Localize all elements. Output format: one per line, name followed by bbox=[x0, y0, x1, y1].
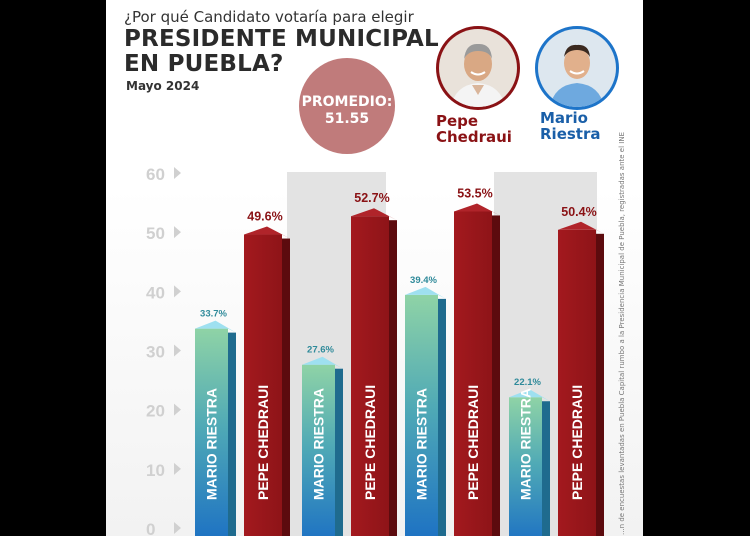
promedio-label: PROMEDIO: bbox=[301, 94, 393, 110]
y-tick-label: 0 bbox=[146, 520, 155, 536]
y-tick-arrow bbox=[174, 403, 181, 416]
chedraui-bar-label: PEPE CHEDRAUI bbox=[362, 385, 378, 500]
chedraui-bar-top bbox=[244, 226, 290, 239]
y-tick-arrow bbox=[174, 167, 181, 179]
chedraui-bar-top bbox=[558, 221, 604, 234]
riestra-value-label: 27.6% bbox=[307, 345, 334, 356]
chedraui-bar-label: PEPE CHEDRAUI bbox=[255, 385, 271, 500]
date-label: Mayo 2024 bbox=[126, 79, 200, 93]
y-tick-arrow bbox=[174, 522, 181, 534]
title-line-2: EN PUEBLA? bbox=[124, 51, 284, 77]
riestra-bar-side bbox=[542, 401, 550, 536]
question-text: ¿Por qué Candidato votaría para elegir bbox=[124, 8, 414, 26]
chedraui-bar bbox=[351, 216, 389, 536]
riestra-bar-label: MARIO RIESTRA bbox=[311, 388, 327, 500]
y-tick-arrow bbox=[174, 226, 181, 239]
riestra-bar-side bbox=[228, 332, 236, 536]
chedraui-bar bbox=[244, 234, 282, 536]
riestra-bar bbox=[509, 397, 542, 536]
chedraui-value-label: 50.4% bbox=[561, 205, 596, 219]
promedio-badge: PROMEDIO: 51.55 bbox=[299, 58, 395, 154]
chedraui-name-line1: Pepe bbox=[436, 112, 479, 130]
y-tick-label: 20 bbox=[146, 402, 165, 421]
chedraui-name: Pepe Chedraui bbox=[436, 113, 512, 145]
riestra-bar-top bbox=[509, 389, 550, 402]
riestra-name: Mario Riestra bbox=[540, 110, 600, 142]
y-tick-label: 30 bbox=[146, 343, 165, 362]
riestra-bar-label: MARIO RIESTRA bbox=[204, 388, 220, 500]
chedraui-bar-side bbox=[492, 215, 500, 536]
chedraui-value-label: 52.7% bbox=[354, 191, 389, 205]
riestra-bar-top bbox=[302, 356, 343, 369]
bar-chart: 0 10 20 30 40 50 60 33.7% MARIO RIESTRA 49.6% PEPE… bbox=[146, 165, 604, 536]
y-tick-arrow bbox=[174, 462, 181, 475]
riestra-value-label: 33.7% bbox=[200, 309, 227, 320]
riestra-bar-label: MARIO RIESTRA bbox=[518, 388, 534, 500]
chedraui-bar-top bbox=[351, 208, 397, 221]
title-line-1: PRESIDENTE MUNICIPAL bbox=[124, 26, 439, 52]
y-tick-arrow bbox=[174, 285, 181, 298]
y-tick-arrow bbox=[174, 344, 181, 357]
chedraui-bar bbox=[454, 211, 492, 536]
chedraui-value-label: 53.5% bbox=[457, 186, 492, 200]
y-tick-label: 10 bbox=[146, 461, 165, 480]
promedio-value: 51.55 bbox=[324, 111, 370, 127]
chedraui-bar-label: PEPE CHEDRAUI bbox=[569, 385, 585, 500]
riestra-name-line1: Mario bbox=[540, 109, 588, 127]
poll-card: ¿Por qué Candidato votaría para elegir P… bbox=[106, 0, 643, 536]
chedraui-bar-label: PEPE CHEDRAUI bbox=[465, 385, 481, 500]
y-tick-label: 50 bbox=[146, 224, 165, 243]
chedraui-bar-side bbox=[596, 233, 604, 536]
riestra-bar bbox=[195, 328, 228, 536]
riestra-bar-top bbox=[195, 320, 236, 333]
y-tick-label: 40 bbox=[146, 283, 165, 302]
chedraui-bar-side bbox=[282, 238, 290, 536]
chedraui-value-label: 49.6% bbox=[247, 210, 282, 224]
chedraui-name-line2: Chedraui bbox=[436, 128, 512, 146]
riestra-bar-side bbox=[335, 368, 343, 536]
chedraui-portrait-icon bbox=[439, 29, 517, 107]
riestra-bar-label: MARIO RIESTRA bbox=[414, 388, 430, 500]
riestra-bar bbox=[302, 364, 335, 536]
riestra-value-label: 39.4% bbox=[410, 275, 437, 286]
y-tick-label: 60 bbox=[146, 165, 165, 184]
chedraui-bar bbox=[558, 229, 596, 536]
riestra-bar-top bbox=[405, 286, 446, 299]
chedraui-bar-top bbox=[454, 203, 500, 216]
riestra-name-line2: Riestra bbox=[540, 125, 601, 143]
footnote-text: ...n de encuestas levantadas en Puebla C… bbox=[618, 132, 626, 535]
riestra-bar bbox=[405, 294, 438, 536]
riestra-avatar bbox=[535, 26, 619, 110]
chedraui-bar-side bbox=[389, 220, 397, 536]
riestra-bar-side bbox=[438, 298, 446, 536]
riestra-portrait-icon bbox=[538, 29, 616, 107]
riestra-value-label: 22.1% bbox=[514, 377, 541, 388]
chedraui-avatar bbox=[436, 26, 520, 110]
